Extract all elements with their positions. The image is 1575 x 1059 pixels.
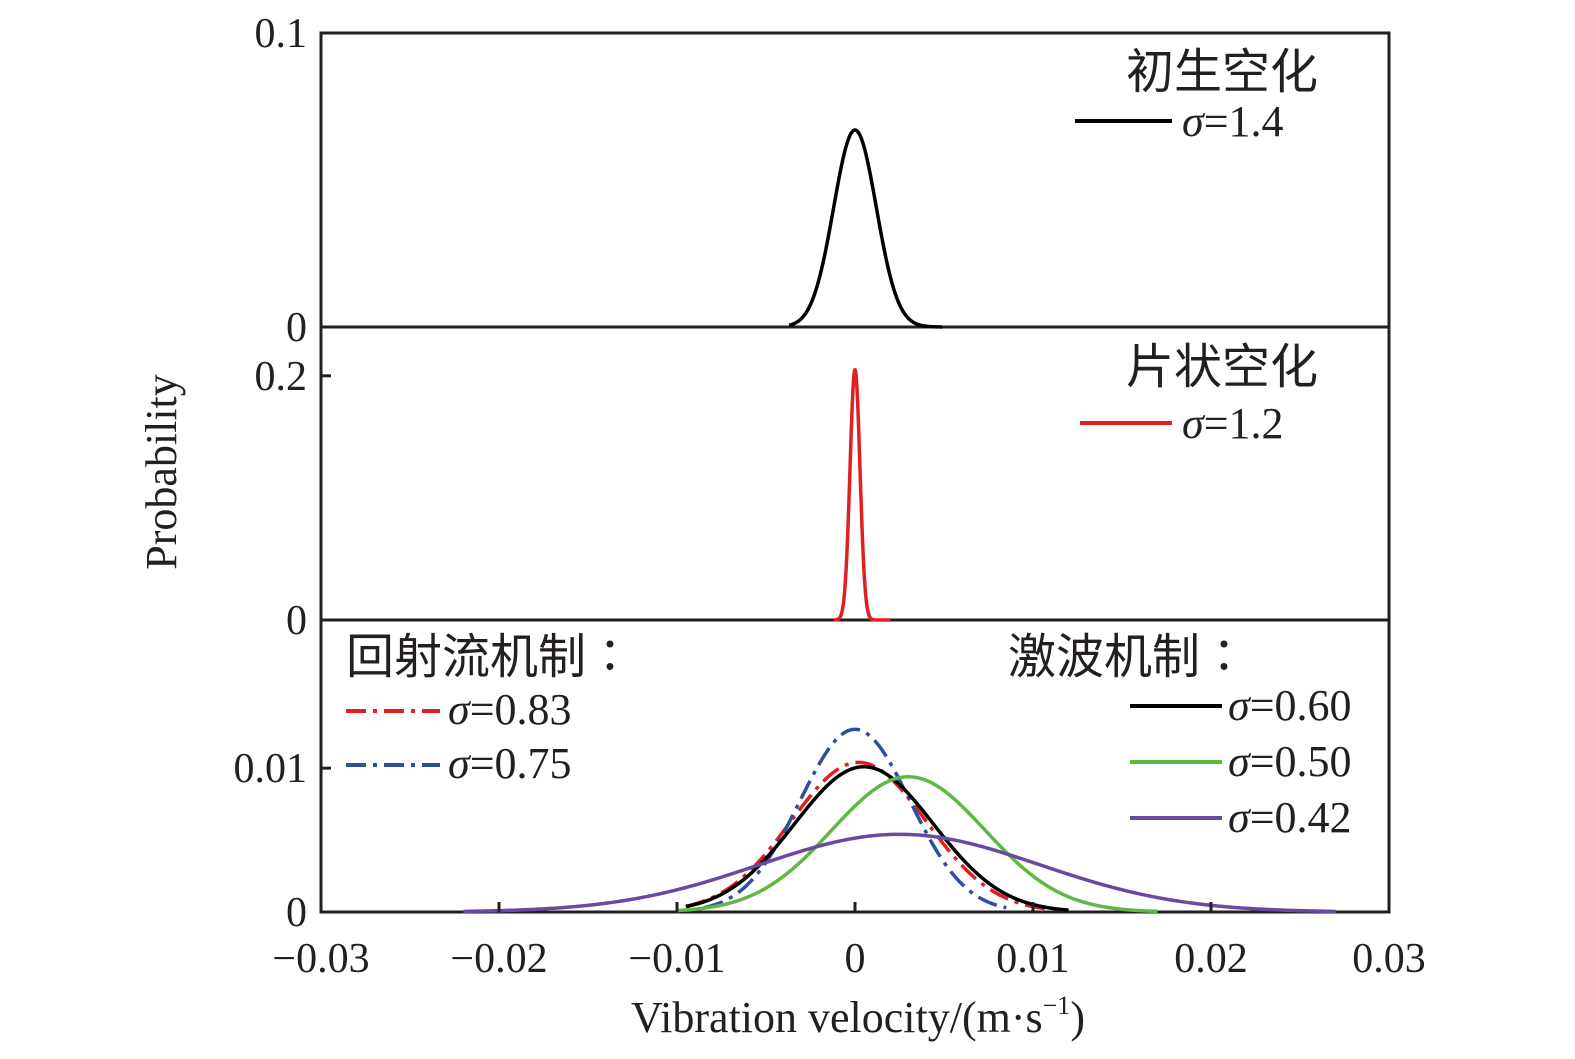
- x-tick-label-1: −0.02: [450, 936, 547, 982]
- x-tick-label-0: −0.03: [272, 936, 369, 982]
- series-line-middle-0: [832, 368, 893, 622]
- x-tick-label-3: 0: [845, 936, 866, 982]
- y-tick-label-top-1: 0.1: [255, 11, 308, 57]
- legend-label-sigma-1.2: σ=1.2: [1182, 399, 1284, 448]
- legend-label-sigma-1.4: σ=1.4: [1182, 97, 1284, 146]
- y-tick-label-middle-1: 0.2: [255, 354, 308, 400]
- x-tick-label-6: 0.03: [1352, 936, 1426, 982]
- legend-label-sigma-0.75: σ=0.75: [448, 739, 572, 788]
- legend-group-reentrant-jet: 回射流机制∶: [346, 631, 634, 684]
- x-tick-label-2: −0.01: [628, 936, 725, 982]
- title-incipient-cavitation: 初生空化: [1126, 46, 1318, 99]
- series-line-bottom-1: [702, 727, 1008, 910]
- y-tick-label-bottom-0: 0: [286, 890, 307, 936]
- x-axis-label: Vibration velocity/(m·s−1): [631, 991, 1085, 1042]
- y-axis-label: Probability: [137, 374, 186, 570]
- title-sheet-cavitation: 片状空化: [1126, 341, 1318, 394]
- axis-ticks: 00.100.200.01−0.03 −0.02 −0.01 0 0.01 0.02 0.0…: [234, 11, 1426, 982]
- legend-label-sigma-0.83: σ=0.83: [448, 685, 572, 734]
- legend-label-sigma-0.42: σ=0.42: [1228, 793, 1352, 842]
- series-line-bottom-2: [684, 764, 1070, 912]
- y-tick-label-top-0: 0: [286, 305, 307, 351]
- y-tick-label-middle-0: 0: [286, 598, 307, 644]
- curves: [463, 128, 1336, 914]
- x-tick-label-4: 0.01: [996, 936, 1070, 982]
- series-line-bottom-4: [463, 832, 1336, 914]
- x-tick-label-5: 0.02: [1174, 936, 1248, 982]
- series-line-bottom-0: [684, 760, 1052, 912]
- legend-group-shock-wave: 激波机制∶: [1008, 631, 1248, 684]
- legend-label-sigma-0.50: σ=0.50: [1228, 737, 1352, 786]
- legend-label-sigma-0.60: σ=0.60: [1228, 681, 1352, 730]
- series-line-top-0: [787, 128, 944, 329]
- series-line-bottom-3: [676, 775, 1159, 914]
- y-tick-label-bottom-1: 0.01: [234, 746, 308, 792]
